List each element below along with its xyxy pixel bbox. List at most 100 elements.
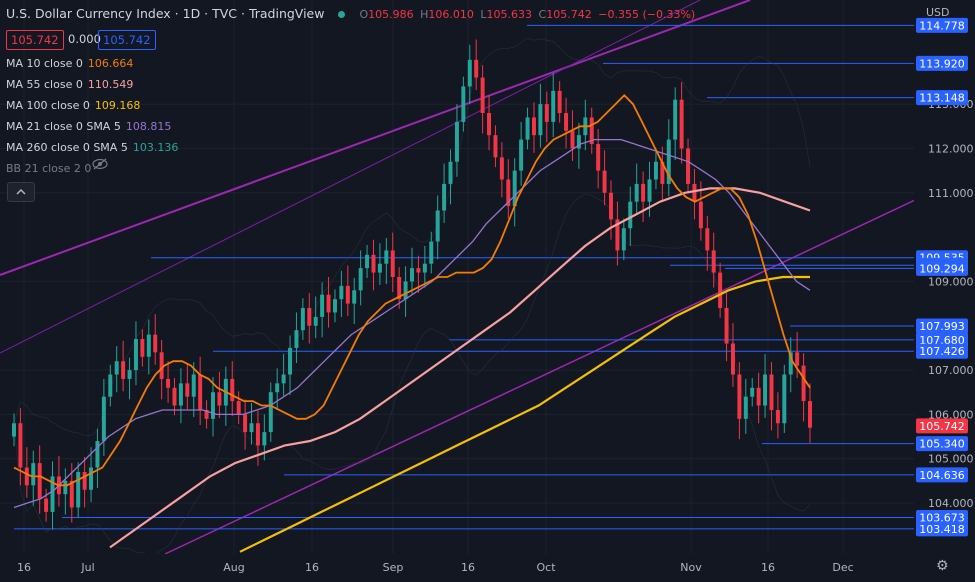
candle-body-19 bbox=[133, 339, 138, 371]
level-label-11: 104.636 bbox=[919, 469, 965, 482]
candle-body-84 bbox=[551, 90, 556, 122]
collapse-legend-button[interactable] bbox=[7, 182, 35, 202]
currency-label[interactable]: USD bbox=[926, 6, 950, 19]
gear-icon[interactable]: ⚙ bbox=[936, 558, 949, 574]
candle-84 bbox=[551, 73, 556, 137]
candle-116 bbox=[756, 372, 761, 424]
candle-body-122 bbox=[795, 352, 800, 366]
candle-53 bbox=[352, 277, 357, 324]
candle-117 bbox=[763, 354, 768, 418]
candle-60 bbox=[397, 267, 402, 309]
level-label-bg-8 bbox=[916, 343, 968, 359]
indicator-ma260[interactable]: MA 260 close 0 SMA 5 103.136 bbox=[6, 141, 179, 154]
level-label-1: 113.920 bbox=[919, 57, 965, 70]
candle-72 bbox=[474, 39, 479, 90]
candle-body-1 bbox=[18, 423, 23, 468]
candle-body-57 bbox=[377, 263, 382, 273]
candle-body-108 bbox=[705, 228, 710, 251]
indicator-bb[interactable]: BB 21 close 2 0 bbox=[6, 162, 92, 175]
price-tick-2: 111.000 bbox=[928, 187, 974, 200]
candle-66 bbox=[435, 195, 440, 260]
candle-23 bbox=[159, 339, 164, 400]
candle-81 bbox=[531, 102, 536, 153]
candle-body-22 bbox=[153, 334, 158, 353]
candle-103 bbox=[673, 87, 678, 160]
ohlc-readout: O105.986 H106.010 L105.633 C105.742 −0.3… bbox=[359, 8, 696, 21]
candle-12 bbox=[89, 447, 94, 503]
candle-body-0 bbox=[12, 423, 16, 437]
indicator-ma10[interactable]: MA 10 close 0 106.664 bbox=[6, 57, 134, 70]
candle-body-123 bbox=[801, 365, 806, 402]
candle-119 bbox=[775, 392, 780, 439]
candle-69 bbox=[454, 104, 459, 177]
candle-85 bbox=[557, 81, 562, 123]
candle-body-34 bbox=[230, 378, 235, 402]
eye-hidden-icon[interactable] bbox=[92, 158, 108, 170]
candle-body-102 bbox=[666, 139, 671, 184]
candle-111 bbox=[724, 292, 729, 362]
candle-95 bbox=[621, 218, 626, 261]
time-tick-6: Oct bbox=[536, 561, 556, 574]
indicator-ma21[interactable]: MA 21 close 0 SMA 5 108.815 bbox=[6, 120, 172, 133]
market-status-dot bbox=[338, 11, 346, 18]
candle-91 bbox=[596, 128, 601, 189]
candle-74 bbox=[487, 95, 492, 151]
candle-body-48 bbox=[320, 294, 325, 317]
level-label-8: 107.426 bbox=[919, 345, 965, 358]
candle-body-88 bbox=[576, 135, 581, 149]
price-tick-3: 109.000 bbox=[928, 275, 974, 288]
level-label-bg-11 bbox=[916, 467, 968, 483]
candle-body-98 bbox=[641, 183, 646, 202]
buy-price-box[interactable]: 105.742 bbox=[98, 30, 156, 50]
candle-body-83 bbox=[544, 104, 549, 122]
candle-body-91 bbox=[596, 144, 601, 171]
candle-body-90 bbox=[589, 117, 594, 145]
candle-19 bbox=[133, 321, 138, 386]
candle-body-75 bbox=[493, 135, 498, 158]
time-tick-3: 16 bbox=[305, 561, 319, 574]
candle-75 bbox=[493, 125, 498, 168]
candle-13 bbox=[95, 428, 100, 488]
candle-body-118 bbox=[769, 374, 774, 410]
candle-body-73 bbox=[480, 77, 485, 114]
candle-86 bbox=[564, 97, 569, 149]
candle-54 bbox=[358, 250, 363, 306]
candle-body-2 bbox=[24, 467, 29, 486]
candle-body-8 bbox=[63, 480, 68, 495]
candle-body-92 bbox=[602, 170, 607, 193]
candle-65 bbox=[429, 231, 434, 274]
candle-21 bbox=[146, 319, 151, 375]
candle-120 bbox=[782, 364, 787, 434]
level-label-13: 103.418 bbox=[919, 523, 965, 536]
candle-body-59 bbox=[390, 250, 395, 277]
candle-body-46 bbox=[307, 308, 312, 326]
candle-83 bbox=[544, 91, 549, 143]
candle-body-103 bbox=[673, 99, 678, 140]
candle-body-86 bbox=[564, 113, 569, 131]
candle-26 bbox=[178, 368, 183, 424]
price-tick-6: 105.000 bbox=[928, 453, 974, 466]
candle-body-30 bbox=[204, 409, 209, 419]
indicator-ma100[interactable]: MA 100 close 0 109.168 bbox=[6, 99, 141, 112]
candle-109 bbox=[711, 232, 716, 288]
candle-37 bbox=[249, 402, 254, 445]
candle-10 bbox=[76, 462, 81, 518]
candle-body-58 bbox=[384, 250, 389, 264]
sell-price-box[interactable]: 105.742 bbox=[6, 30, 64, 50]
level-label-0: 114.778 bbox=[919, 19, 965, 32]
candle-body-36 bbox=[243, 414, 248, 433]
candle-body-56 bbox=[371, 254, 376, 273]
time-tick-0: 16 bbox=[17, 561, 31, 574]
candle-body-66 bbox=[435, 210, 440, 242]
candle-92 bbox=[602, 150, 607, 206]
candles bbox=[12, 39, 812, 530]
time-tick-7: Nov bbox=[680, 561, 702, 574]
level-label-bg-9 bbox=[916, 418, 968, 434]
candle-87 bbox=[570, 110, 575, 161]
candle-body-42 bbox=[281, 374, 286, 384]
indicator-ma55[interactable]: MA 55 close 0 110.549 bbox=[6, 78, 134, 91]
candle-body-49 bbox=[326, 294, 331, 313]
candle-38 bbox=[255, 410, 260, 466]
candle-body-14 bbox=[101, 396, 106, 441]
